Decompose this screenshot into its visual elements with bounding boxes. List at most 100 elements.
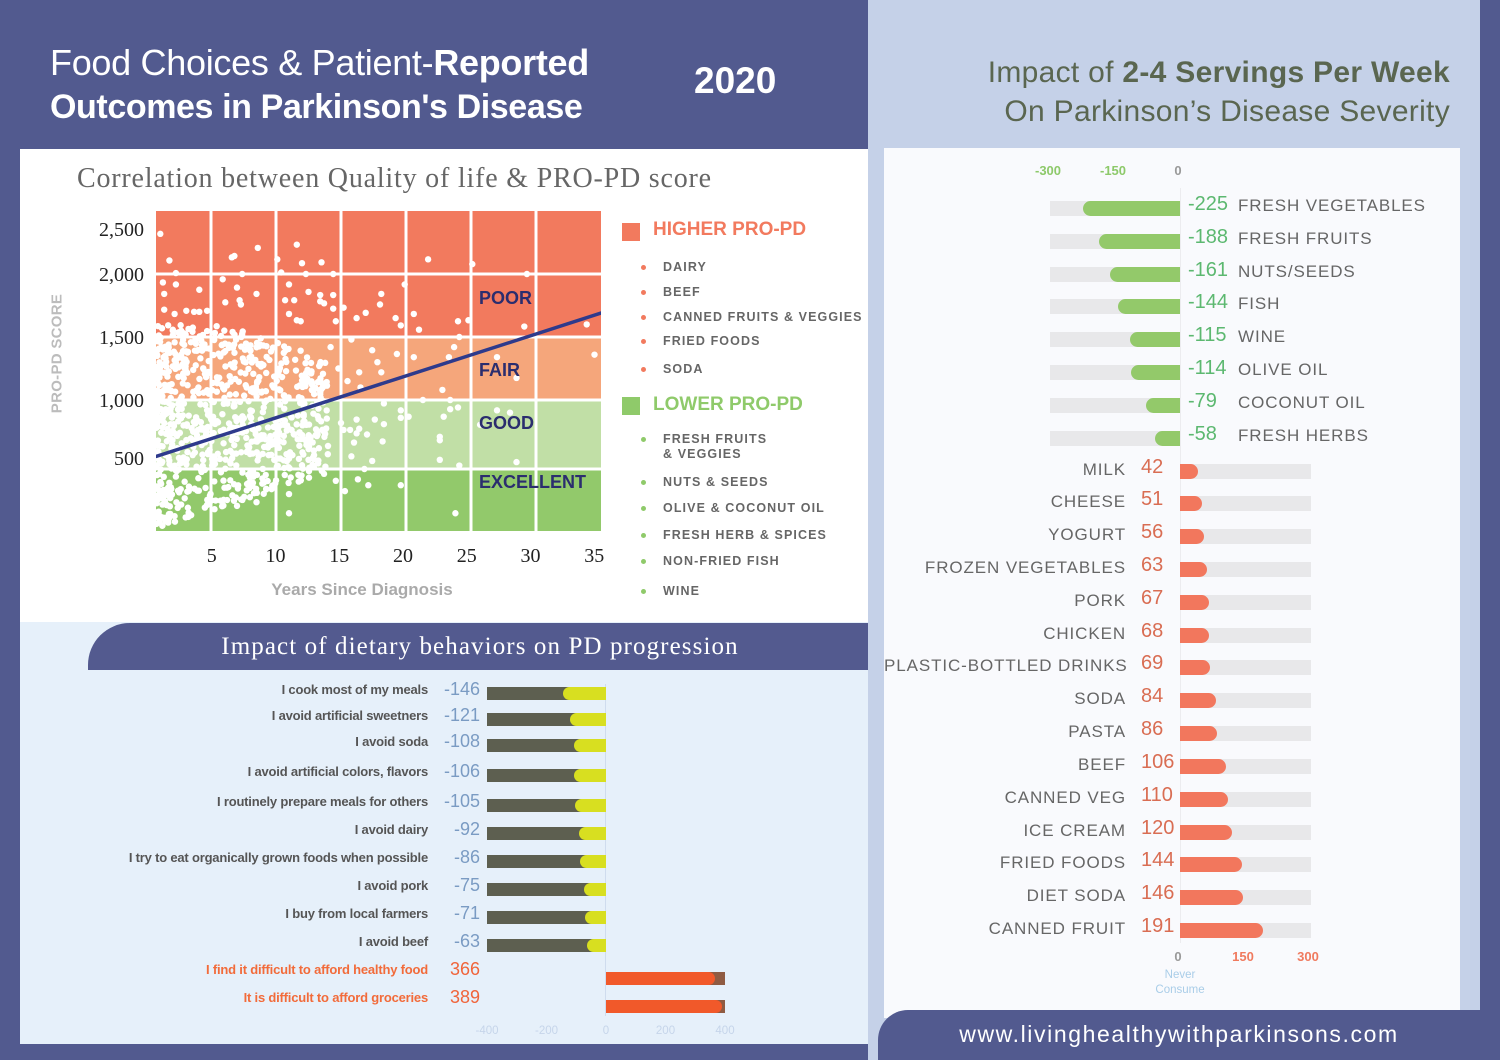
scatter-point <box>300 451 307 458</box>
scatter-point <box>322 463 329 470</box>
scatter-point <box>361 465 368 473</box>
scatter-point <box>264 424 272 431</box>
scatter-point <box>226 391 233 398</box>
scatter-point <box>175 373 182 381</box>
dietary-value-label: 366 <box>449 959 480 979</box>
scatter-point <box>296 442 303 449</box>
scatter-point <box>245 365 252 373</box>
scatter-point <box>242 340 250 347</box>
servings-bar <box>1180 562 1208 578</box>
dietary-bar <box>574 799 606 812</box>
scatter-point <box>238 333 245 341</box>
scatter-point <box>176 460 184 467</box>
scatter-point <box>225 420 233 427</box>
scatter-point <box>164 373 171 380</box>
servings-value-label: 51 <box>1141 488 1164 511</box>
scatter-point <box>310 447 318 454</box>
scatter-point <box>239 270 246 278</box>
scatter-point <box>277 455 284 462</box>
scatter-point <box>335 365 342 372</box>
scatter-point <box>167 420 174 428</box>
scatter-point <box>193 435 201 443</box>
scatter-point <box>156 448 162 455</box>
scatter-point <box>272 480 279 487</box>
dietary-x-tick-label: 200 <box>655 1025 676 1037</box>
scatter-point <box>231 441 238 449</box>
scatter-point <box>195 389 203 397</box>
scatter-point <box>157 495 164 502</box>
scatter-point <box>163 363 170 370</box>
scatter-point <box>169 441 176 448</box>
legend-item-higher: DAIRY <box>663 260 707 274</box>
scatter-point <box>282 355 289 363</box>
scatter-point <box>315 405 322 412</box>
scatter-point <box>285 490 293 498</box>
servings-value-label: 56 <box>1141 521 1164 544</box>
y-tick-label: 500 <box>114 447 144 470</box>
scatter-point <box>161 514 169 522</box>
scatter-point <box>218 502 226 510</box>
scatter-point <box>282 346 289 354</box>
scatter-point <box>456 462 463 469</box>
scatter-point <box>288 413 295 421</box>
scatter-point <box>202 401 209 409</box>
scatter-point <box>281 405 288 412</box>
servings-title-bold: 2-4 Servings Per Week <box>1122 56 1450 89</box>
correlation-chart-title: Correlation between Quality of life & PR… <box>77 163 712 194</box>
servings-top-tick-label: -150 <box>1099 163 1127 178</box>
servings-bar-track <box>1050 430 1180 446</box>
scatter-point <box>181 495 188 502</box>
scatter-point <box>219 410 226 418</box>
scatter-point <box>179 347 187 355</box>
scatter-point <box>320 300 328 307</box>
scatter-point <box>220 440 227 447</box>
scatter-point <box>353 416 360 423</box>
scatter-point <box>222 456 229 463</box>
x-tick-label: 25 <box>456 545 477 567</box>
scatter-point <box>200 456 207 464</box>
scatter-point <box>243 384 250 391</box>
scatter-point <box>297 347 304 354</box>
scatter-point <box>293 421 300 428</box>
scatter-point <box>317 375 324 382</box>
scatter-point <box>260 479 268 486</box>
scatter-point <box>176 429 184 437</box>
scatter-point <box>227 460 234 467</box>
scatter-point <box>217 332 225 340</box>
scatter-point <box>226 372 233 380</box>
dietary-value-label: -105 <box>443 791 480 811</box>
servings-value-label: 42 <box>1141 455 1164 478</box>
scatter-point <box>177 322 184 329</box>
scatter-point <box>161 386 169 394</box>
scatter-point <box>203 307 211 314</box>
scatter-point <box>221 340 229 347</box>
scatter-point <box>283 450 290 458</box>
scatter-point <box>215 350 222 357</box>
servings-value-label: 67 <box>1141 586 1164 609</box>
scatter-point <box>305 456 312 463</box>
servings-value-label: 120 <box>1141 816 1175 839</box>
dietary-value-label: -75 <box>453 875 480 895</box>
scatter-point <box>274 256 281 263</box>
scatter-point <box>323 378 330 386</box>
scatter-point <box>165 368 172 375</box>
scatter-point <box>274 339 282 347</box>
scatter-point <box>397 322 404 329</box>
scatter-point <box>308 370 315 377</box>
scatter-point <box>246 494 254 501</box>
scatter-point <box>310 451 318 459</box>
scatter-point <box>275 429 283 436</box>
scatter-point <box>221 484 228 491</box>
scatter-point <box>344 377 351 385</box>
scatter-point <box>191 485 198 492</box>
scatter-point <box>202 431 210 438</box>
scatter-point <box>231 402 238 410</box>
servings-value-label: 84 <box>1141 685 1164 708</box>
scatter-point <box>163 438 171 445</box>
dietary-x-tick-label: 0 <box>602 1025 610 1037</box>
scatter-point <box>161 398 169 405</box>
scatter-point <box>356 425 363 432</box>
dietary-x-tick-label: 400 <box>715 1025 735 1037</box>
website-link[interactable]: www.livinghealthywithparkinsons.com <box>959 1021 1399 1047</box>
scatter-point <box>156 399 161 406</box>
